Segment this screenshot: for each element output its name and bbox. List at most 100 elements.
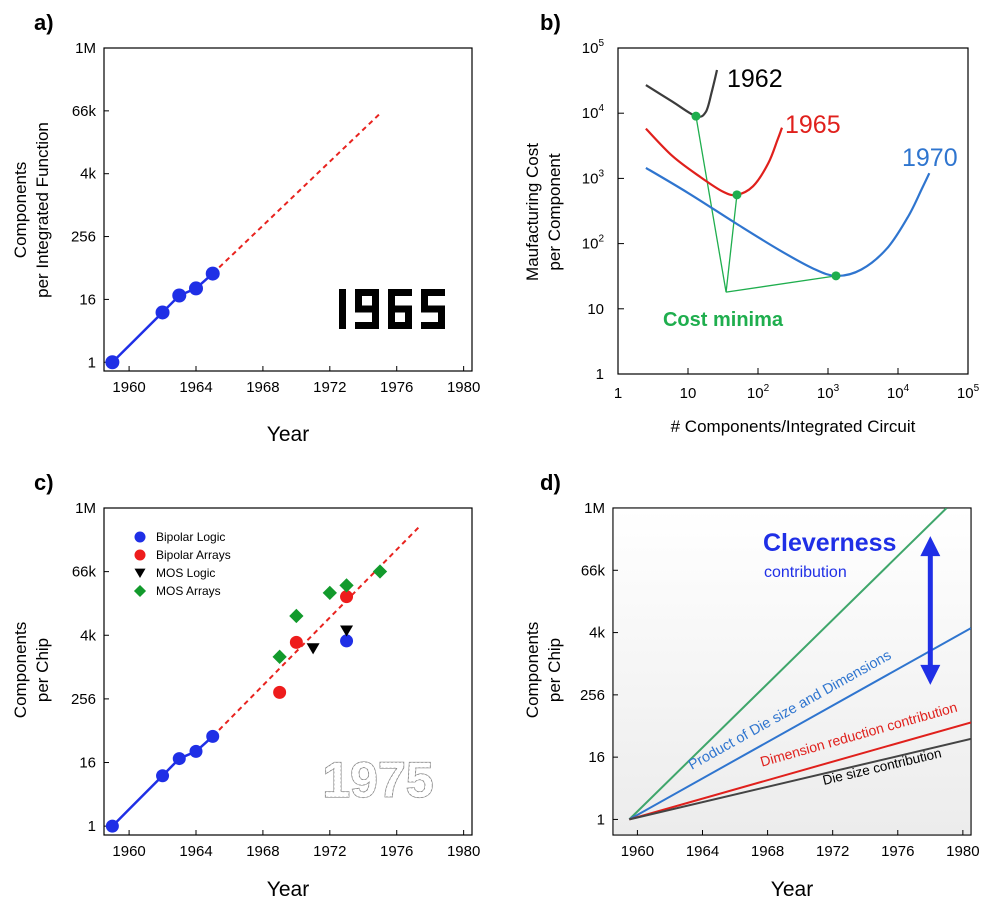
y-tick-label: 1 xyxy=(88,354,96,371)
x-tick-label: 1976 xyxy=(380,843,413,860)
legend-marker-mos-arrays xyxy=(133,584,147,598)
panel-b-xlabel: # Components/Integrated Circuit xyxy=(671,417,916,436)
panel-c-frame xyxy=(103,507,473,836)
x-tick-label: 1980 xyxy=(447,379,480,396)
panel-d-ylabel-line1: Components xyxy=(523,622,542,718)
point-bipolar-arrays xyxy=(289,635,303,649)
series-label-1962: 1962 xyxy=(727,65,783,93)
watermark-1965-digit-1-segment xyxy=(339,289,346,309)
legend-label-mos-arrays: MOS Arrays xyxy=(156,584,221,598)
panel-a-watermark xyxy=(339,289,445,329)
x-tick-label: 1960 xyxy=(112,843,145,860)
x-tick-label: 102 xyxy=(747,383,770,402)
point-mos-logic xyxy=(306,643,320,655)
x-tick-label-exponent: 2 xyxy=(764,383,770,394)
y-tick-label: 256 xyxy=(580,687,605,704)
point-bipolar-logic xyxy=(340,634,354,648)
line-dimension-reduction-contribution xyxy=(629,721,971,821)
panel-c-ylabel-line1: Components xyxy=(11,622,30,718)
watermark-1965-digit-6-segment xyxy=(388,289,395,309)
watermark-1965-digit-9-segment xyxy=(355,305,379,313)
x-tick-label: 1980 xyxy=(447,843,480,860)
x-tick-label-base: 10 xyxy=(887,385,904,402)
y-tick-label: 10 xyxy=(587,301,604,318)
x-tick-label: 1972 xyxy=(313,379,346,396)
series-label-1970: 1970 xyxy=(902,144,958,172)
series-label-1965: 1965 xyxy=(785,111,841,139)
panel-a-ylabel-line1: Components xyxy=(11,162,30,258)
watermark-1965-digit-5-segment xyxy=(438,309,445,329)
legend-label-bipolar-arrays: Bipolar Arrays xyxy=(156,548,231,562)
y-tick-label: 66k xyxy=(72,564,97,581)
cost-minima-pointer-1965 xyxy=(725,194,738,293)
y-tick-label-base: 10 xyxy=(582,40,599,57)
watermark-1965-digit-5-segment xyxy=(421,289,428,309)
point-mos-arrays xyxy=(322,585,337,600)
minimum-point-1962 xyxy=(691,111,701,121)
x-tick-label: 1972 xyxy=(816,843,849,860)
y-tick-label-exponent: 2 xyxy=(598,234,604,245)
point-bipolar-arrays xyxy=(340,590,354,604)
x-tick-label: 1960 xyxy=(112,379,145,396)
cost-minima-label: Cost minima xyxy=(663,309,784,331)
watermark-1965-digit-5-segment xyxy=(421,305,445,313)
y-tick-label-base: 1 xyxy=(596,366,604,383)
panel-b-label: b) xyxy=(540,10,561,35)
point-bipolar-logic xyxy=(189,744,203,758)
x-tick-label: 1972 xyxy=(313,843,346,860)
watermark-1965-digit-9-segment xyxy=(372,289,379,309)
y-tick-label: 103 xyxy=(582,168,605,187)
x-tick-label: 1960 xyxy=(621,843,654,860)
panel-c-ylabel-line2: per Chip xyxy=(33,638,52,702)
y-tick-label-exponent: 5 xyxy=(598,38,604,49)
legend-label-mos-logic: MOS Logic xyxy=(156,566,215,580)
y-tick-label: 4k xyxy=(589,625,605,642)
y-tick-label: 66k xyxy=(72,103,97,120)
y-tick-label: 1M xyxy=(75,40,96,57)
data-point xyxy=(189,281,203,296)
y-tick-label: 1M xyxy=(75,500,96,517)
curve-1962 xyxy=(645,69,719,118)
x-tick-label: 1976 xyxy=(380,379,413,396)
x-tick-label: 103 xyxy=(817,383,840,402)
x-tick-label: 1980 xyxy=(946,843,979,860)
line-product-of-die-size-and-dimensions xyxy=(628,627,971,821)
y-tick-label-exponent: 3 xyxy=(598,168,604,179)
point-mos-logic xyxy=(340,625,354,637)
x-tick-label: 104 xyxy=(887,383,910,402)
x-tick-label: 1964 xyxy=(686,843,719,860)
panel-d-frame xyxy=(612,507,972,836)
cost-minima-pointer-1962 xyxy=(695,116,727,293)
curve-1965 xyxy=(645,127,784,197)
panel-a-ylabel-line2: per Integrated Function xyxy=(33,122,52,298)
y-tick-label: 16 xyxy=(79,291,96,308)
point-mos-arrays xyxy=(339,578,354,593)
y-tick-label: 1 xyxy=(596,366,604,383)
y-tick-label: 104 xyxy=(582,103,605,122)
y-tick-label-base: 10 xyxy=(582,170,599,187)
x-tick-label-base: 10 xyxy=(747,385,764,402)
x-tick-label: 1968 xyxy=(246,379,279,396)
panel-b-frame xyxy=(617,47,969,375)
y-tick-label-base: 10 xyxy=(582,105,599,122)
watermark-1965-digit-9-segment xyxy=(372,309,379,329)
data-point xyxy=(172,288,187,303)
x-tick-label: 105 xyxy=(957,383,980,402)
cleverness-arrow-head-down xyxy=(920,664,941,685)
legend-marker-bipolar-arrays xyxy=(134,549,146,561)
x-tick-label-exponent: 4 xyxy=(904,383,910,394)
y-tick-label-base: 10 xyxy=(582,236,599,253)
panel-b-ylabel-line2: per Component xyxy=(545,153,564,270)
x-tick-label: 1968 xyxy=(751,843,784,860)
cleverness-subtitle: contribution xyxy=(764,564,847,581)
watermark-1965-digit-9-segment xyxy=(355,289,379,296)
panel-c-data xyxy=(105,525,421,833)
panel-a: a) 1960 1964 1968 1972 1976 1980 1 16 256 4k 66k 1M… xyxy=(11,10,480,446)
panel-a-label: a) xyxy=(34,10,54,35)
x-tick-label-base: 10 xyxy=(680,385,697,402)
